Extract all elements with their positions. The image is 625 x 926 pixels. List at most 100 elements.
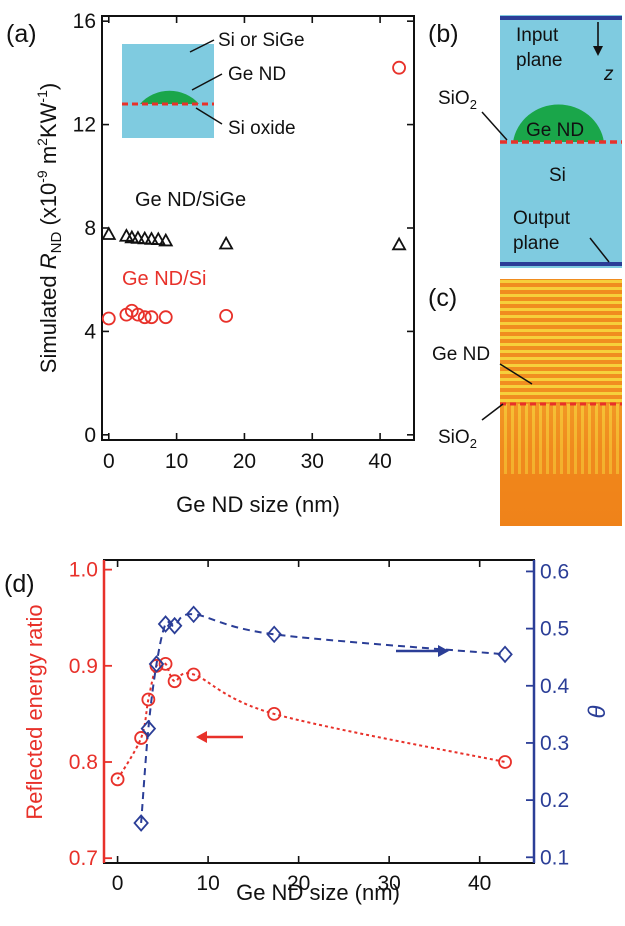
reflected-ratio-trend-line xyxy=(116,660,506,780)
panel-a-x-tick-label: 10 xyxy=(165,450,188,473)
panel-d-right-tick-label: 0.2 xyxy=(540,789,569,812)
inset-ge-nanodot xyxy=(140,90,199,104)
theta-point xyxy=(497,645,513,664)
panel-d-x-tick-label: 20 xyxy=(287,872,310,895)
panel-d-plot-frame xyxy=(103,559,535,864)
si-point xyxy=(219,309,234,323)
output-plane-label-1: Output xyxy=(513,208,571,229)
sige-point xyxy=(150,231,166,246)
reflected-ratio-point xyxy=(267,707,282,721)
sige-point xyxy=(158,232,174,247)
wavefield-upper xyxy=(500,279,622,404)
panel-d-right-tick-label: 0.4 xyxy=(540,675,570,698)
ge-nd-label-b: Ge ND xyxy=(526,120,584,141)
reflected-ratio-point xyxy=(167,674,182,689)
inset-leader-mid xyxy=(191,73,223,91)
panel-d-right-tick-label: 0.6 xyxy=(540,560,569,583)
panel-a-y-tick-label: 12 xyxy=(73,114,96,137)
blue-axis-arrow-head xyxy=(438,645,449,657)
theta-trend-line xyxy=(140,613,506,824)
sige-point xyxy=(101,226,117,240)
panel-label-b: (b) xyxy=(428,20,459,48)
inset-label-bottom: Si oxide xyxy=(228,118,296,139)
annotation-si: Ge ND/Si xyxy=(122,268,206,290)
sio2-label-b: SiO2 xyxy=(438,88,477,112)
reflected-ratio-point xyxy=(498,755,512,769)
panel-d-x-tick-label: 0 xyxy=(112,872,124,895)
sio2-leader-b xyxy=(481,111,508,141)
panel-d-right-tick-label: 0.3 xyxy=(540,732,569,755)
inset-label-mid: Ge ND xyxy=(228,64,286,85)
panel-d-right-axis-label: θ xyxy=(584,705,611,718)
z-arrow-head xyxy=(593,46,603,56)
panel-b-schematic: Input plane z Ge ND Si Output plane SiO2 xyxy=(438,15,622,268)
panel-d-left-tick-label: 1.0 xyxy=(69,559,98,582)
panel-a-y-axis-label: Simulated RND (x10-9 m2KW-1) xyxy=(34,83,65,373)
ge-nd-leader-c xyxy=(499,363,533,385)
si-point xyxy=(392,60,406,75)
panel-label-a: (a) xyxy=(6,20,37,48)
inset-leader-bottom xyxy=(195,107,223,125)
panel-d-x-tick-label: 30 xyxy=(377,872,400,895)
panel-d-left-tick-label: 0.7 xyxy=(69,847,98,870)
sio2-leader-c xyxy=(481,403,504,421)
output-plane-label-2: plane xyxy=(513,233,560,254)
panel-a-marks xyxy=(101,60,407,326)
input-plane-label-1: Input xyxy=(516,25,559,46)
panel-a-y-tick-label: 0 xyxy=(84,424,96,447)
wavefield-lower xyxy=(500,404,622,474)
sige-point xyxy=(130,230,146,244)
z-axis-label: z xyxy=(603,64,614,85)
panel-d-left-tick-label: 0.8 xyxy=(69,751,98,774)
si-point xyxy=(137,310,152,325)
theta-point xyxy=(133,814,149,832)
sige-point xyxy=(218,235,234,250)
panel-a-axes: 0 10 20 30 40 0 4 8 12 16 xyxy=(73,10,414,473)
input-plane-label-2: plane xyxy=(516,50,563,71)
red-axis-arrow-head xyxy=(196,731,207,743)
panel-a-x-axis-label: Ge ND size (nm) xyxy=(176,492,340,517)
reflected-ratio-point xyxy=(141,692,156,707)
panel-a-x-tick-label: 0 xyxy=(103,450,115,473)
inset-label-top: Si or SiGe xyxy=(218,30,305,51)
reflected-ratio-point xyxy=(158,656,173,671)
panel-d-axes: 0 10 20 30 40 0.7 0.8 0.9 1.0 0.1 0.2 0.3 0.4 0.5 0.6 xyxy=(69,559,570,895)
panel-label-d: (d) xyxy=(4,570,35,598)
si-point xyxy=(144,310,159,325)
reflected-ratio-point xyxy=(110,772,125,787)
panel-d-marks xyxy=(110,605,513,832)
inset-leader-top xyxy=(189,39,215,53)
theta-point xyxy=(140,719,157,738)
panel-a-x-tick-label: 40 xyxy=(368,450,391,473)
wavefield-bottom xyxy=(500,474,622,526)
theta-point xyxy=(157,615,174,633)
si-point xyxy=(131,307,145,322)
sio2-label-c: SiO2 xyxy=(438,427,477,451)
panel-a-y-tick-label: 4 xyxy=(84,320,96,343)
panel-a-inset: Si or SiGe Ge ND Si oxide xyxy=(122,30,305,139)
si-point xyxy=(101,311,116,326)
theta-point xyxy=(148,655,165,673)
si-label: Si xyxy=(549,165,566,186)
annotation-sige: Ge ND/SiGe xyxy=(135,189,246,211)
reflected-ratio-point xyxy=(186,667,201,682)
theta-point xyxy=(266,625,282,644)
theta-point xyxy=(166,616,183,635)
panel-d-x-axis-label: Ge ND size (nm) xyxy=(236,880,400,905)
panel-d-left-axis-label: Reflected energy ratio xyxy=(22,604,47,819)
si-point xyxy=(158,310,173,325)
sige-point xyxy=(391,236,407,251)
panel-a-x-tick-label: 30 xyxy=(301,450,324,473)
panel-a-x-tick-label: 20 xyxy=(233,450,256,473)
panel-d-right-tick-label: 0.1 xyxy=(540,846,569,869)
panel-label-c: (c) xyxy=(428,284,457,312)
panel-a-chart: 0 10 20 30 40 0 4 8 12 16 Si or SiGe Ge ND Si oxi… xyxy=(34,10,415,517)
panel-c-simulation: Ge ND SiO2 xyxy=(432,279,622,526)
panel-a-y-tick-label: 16 xyxy=(73,10,96,33)
theta-point xyxy=(185,605,202,624)
panel-d-chart: 0 10 20 30 400.70.80.91.00.10.20.30.40.50.6 … xyxy=(22,559,611,905)
panel-a-y-tick-label: 8 xyxy=(84,217,96,240)
panel-d-x-tick-label: 40 xyxy=(468,872,491,895)
panel-d-left-tick-label: 0.9 xyxy=(69,655,98,678)
